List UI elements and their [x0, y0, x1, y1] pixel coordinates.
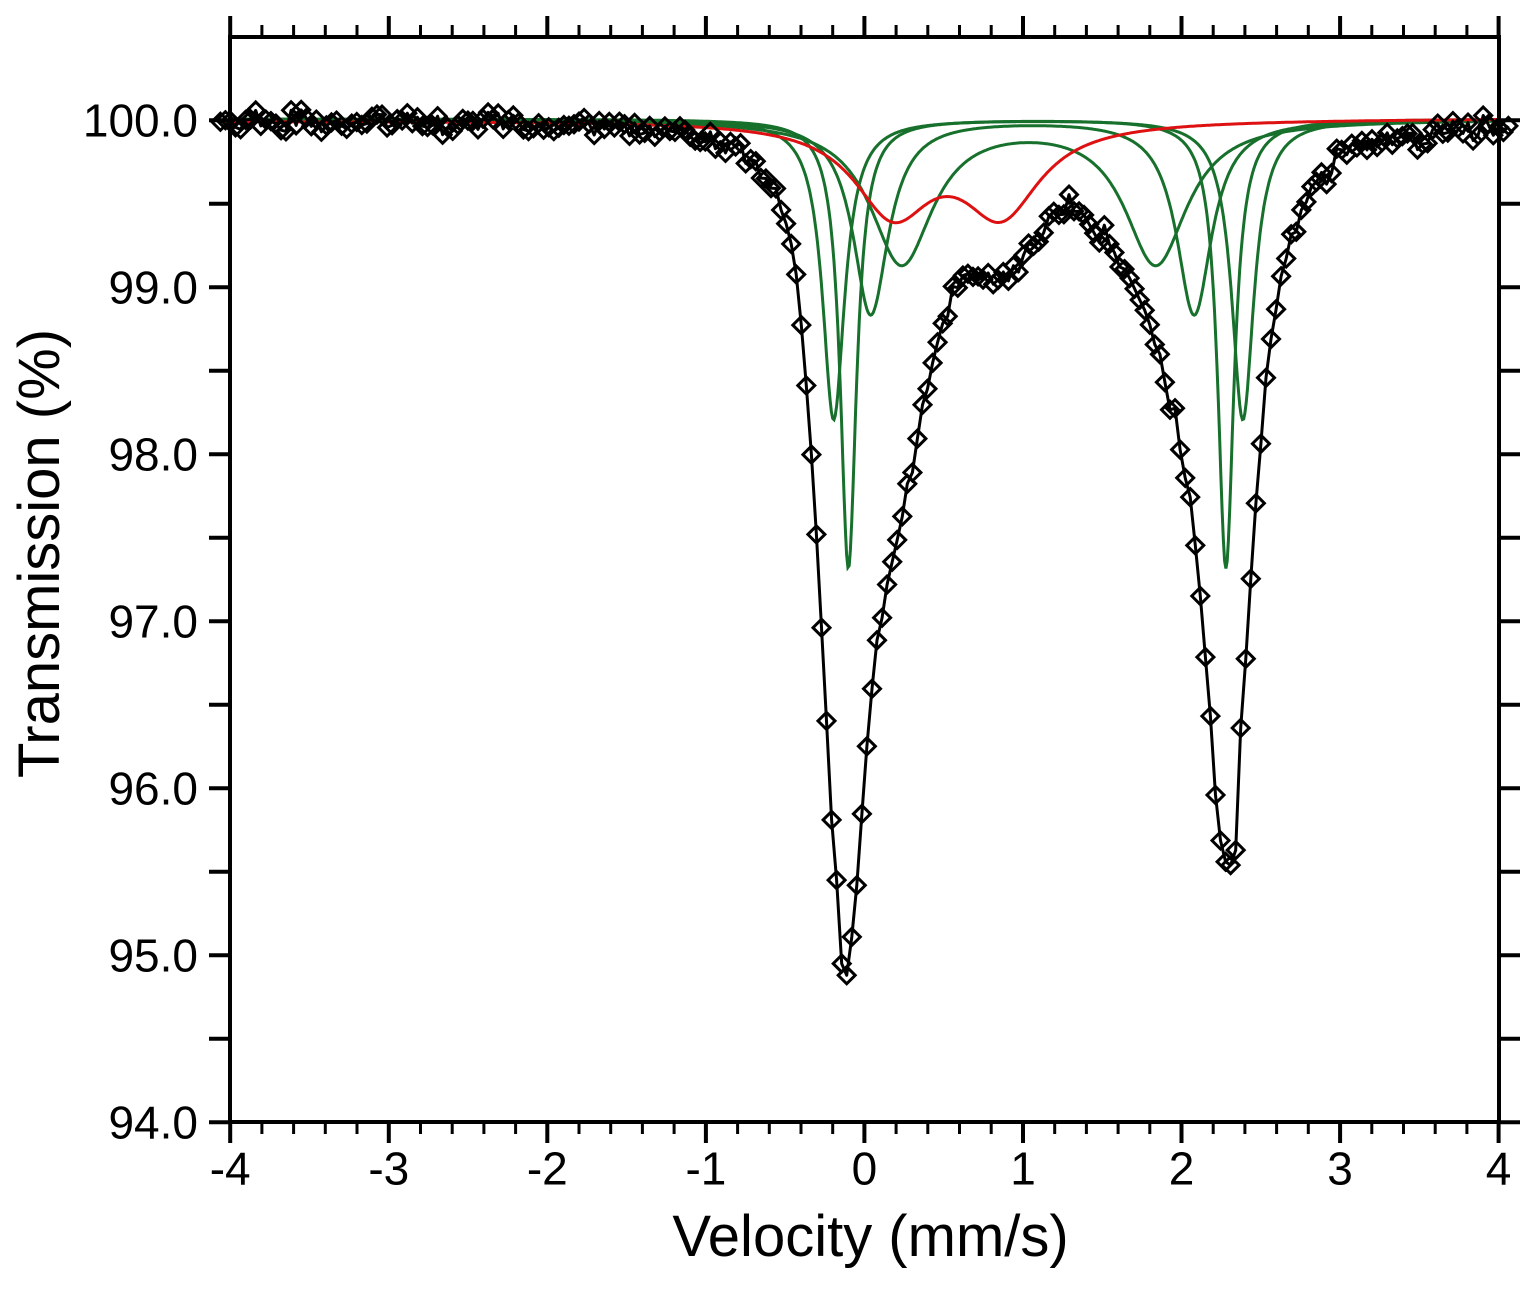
svg-text:4: 4 — [1486, 1143, 1512, 1195]
svg-text:-3: -3 — [368, 1143, 409, 1195]
svg-text:Transmission (%): Transmission (%) — [7, 329, 72, 778]
svg-text:1: 1 — [1010, 1143, 1036, 1195]
svg-text:Velocity (mm/s): Velocity (mm/s) — [672, 1204, 1068, 1269]
svg-text:2: 2 — [1169, 1143, 1195, 1195]
svg-text:98.0: 98.0 — [108, 428, 198, 480]
svg-text:94.0: 94.0 — [108, 1096, 198, 1148]
svg-text:99.0: 99.0 — [108, 261, 198, 313]
svg-text:95.0: 95.0 — [108, 929, 198, 981]
svg-text:97.0: 97.0 — [108, 595, 198, 647]
svg-text:96.0: 96.0 — [108, 762, 198, 814]
svg-text:-1: -1 — [685, 1143, 726, 1195]
svg-text:100.0: 100.0 — [83, 94, 198, 146]
svg-text:0: 0 — [852, 1143, 878, 1195]
svg-text:-2: -2 — [527, 1143, 568, 1195]
svg-text:3: 3 — [1327, 1143, 1353, 1195]
svg-text:-4: -4 — [210, 1143, 251, 1195]
